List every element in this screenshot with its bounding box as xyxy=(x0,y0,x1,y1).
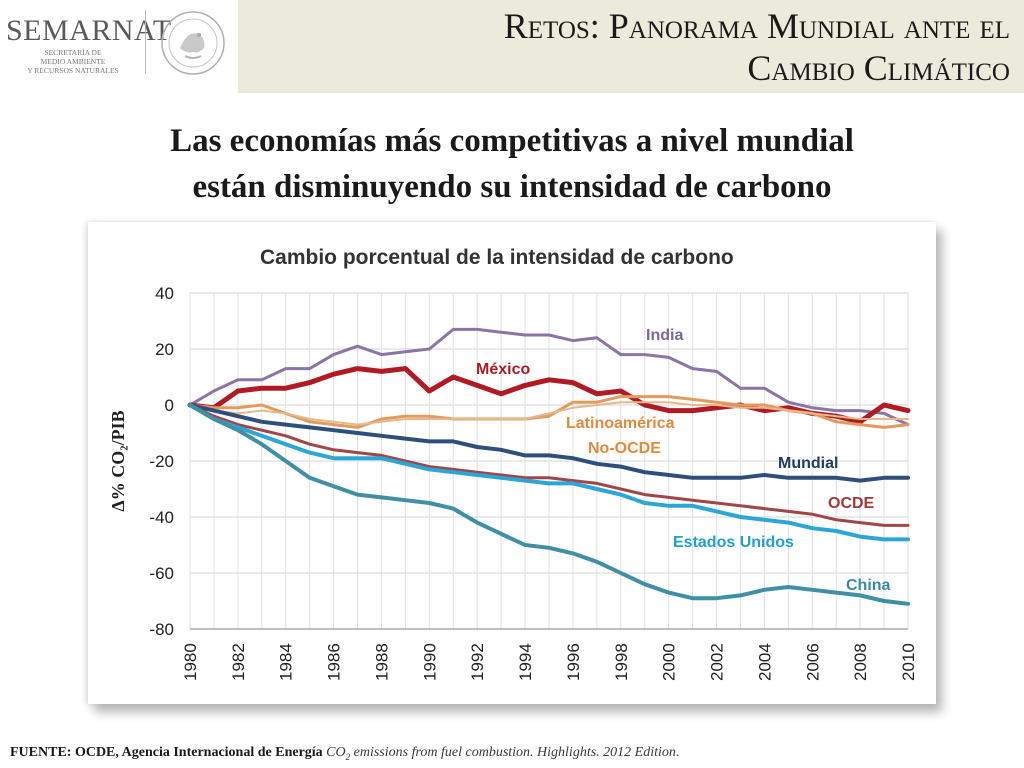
logo-area: SEMARNAT SECRETARÍA DE MEDIO AMBIENTE Y … xyxy=(0,0,238,93)
x-tick-label: 1988 xyxy=(372,643,391,681)
series-line-mundial xyxy=(188,403,910,483)
y-axis-label: Δ% CO₂/PIB xyxy=(108,410,128,511)
y-tick-label: -20 xyxy=(149,452,174,471)
chart-title: Cambio porcentual de la intensidad de ca… xyxy=(260,246,734,269)
series-line-no-ocde xyxy=(189,401,909,426)
series-label: India xyxy=(646,327,683,344)
header-band xyxy=(238,0,1024,93)
series-line-m-xico xyxy=(187,366,911,425)
carbon-intensity-chart: Cambio porcentual de la intensidad de ca… xyxy=(108,246,918,681)
logo-sub-line-1: SECRETARÍA DE xyxy=(44,48,102,57)
x-tick-label: 1998 xyxy=(612,643,631,681)
slide-subtitle: Las economías más competitivas a nivel m… xyxy=(60,118,964,210)
series-label: No-OCDE xyxy=(588,440,661,457)
logo-subtitle: SECRETARÍA DE MEDIO AMBIENTE Y RECURSOS … xyxy=(8,48,138,75)
logo-sub-line-2: MEDIO AMBIENTE xyxy=(40,57,106,66)
series-line-ocde xyxy=(188,403,910,527)
national-seal-icon xyxy=(161,11,225,75)
series-label: México xyxy=(476,361,530,378)
slide-title-line-1: Retos: Panorama Mundial ante el xyxy=(503,6,1010,46)
series-label: Mundial xyxy=(778,455,838,472)
x-tick-label: 2010 xyxy=(899,643,918,681)
y-tick-label: 20 xyxy=(155,340,174,359)
chart-frame: Cambio porcentual de la intensidad de ca… xyxy=(88,222,936,704)
slide-title-line-2: Cambio Climático xyxy=(747,48,1010,88)
x-tick-label: 1984 xyxy=(277,643,296,681)
x-tick-label: 1996 xyxy=(564,643,583,681)
source-end: . xyxy=(675,745,680,760)
slide-title: Retos: Panorama Mundial ante el Cambio C… xyxy=(370,5,1010,89)
source-label: FUENTE: OCDE, Agencia Internacional de E… xyxy=(10,745,323,760)
x-tick-label: 1994 xyxy=(516,643,535,681)
logo-sub-line-3: Y RECURSOS NATURALES xyxy=(27,66,119,75)
series-line-china xyxy=(188,403,910,606)
series-line-india xyxy=(188,327,910,427)
x-tick-label: 2006 xyxy=(803,643,822,681)
source-publication: CO2 emissions from fuel combustion. High… xyxy=(326,745,676,762)
series-label: OCDE xyxy=(828,495,875,512)
logo-divider xyxy=(145,10,146,74)
x-tick-label: 1990 xyxy=(420,643,439,681)
y-tick-label: 40 xyxy=(155,284,174,303)
x-tick-label: 1980 xyxy=(181,643,200,681)
x-tick-label: 2002 xyxy=(708,643,727,681)
series-label: Latinoamérica xyxy=(566,415,675,432)
source-rest: emissions from fuel combustion. Highligh… xyxy=(350,745,676,760)
subtitle-line-2: están disminuyendo su intensidad de carb… xyxy=(192,169,832,205)
x-tick-label: 1982 xyxy=(229,643,248,681)
subtitle-line-1: Las economías más competitivas a nivel m… xyxy=(170,123,854,159)
series-label: China xyxy=(846,577,891,594)
x-tick-label: 2004 xyxy=(755,643,774,681)
x-tick-label: 2000 xyxy=(660,643,679,681)
source-citation: FUENTE: OCDE, Agencia Internacional de E… xyxy=(10,745,1010,762)
source-co: CO xyxy=(326,745,346,760)
y-tick-label: 0 xyxy=(165,396,174,415)
x-tick-label: 2008 xyxy=(851,643,870,681)
semarnat-logo-text: SEMARNAT xyxy=(6,14,172,47)
y-tick-label: -40 xyxy=(149,508,174,527)
series-label: Estados Unidos xyxy=(673,534,794,551)
source-subscript: 2 xyxy=(345,751,351,762)
x-tick-label: 1992 xyxy=(468,643,487,681)
x-tick-label: 1986 xyxy=(325,643,344,681)
y-tick-label: -60 xyxy=(149,564,174,583)
series-line-estados-unidos xyxy=(188,403,910,542)
y-tick-label: -80 xyxy=(149,620,174,639)
